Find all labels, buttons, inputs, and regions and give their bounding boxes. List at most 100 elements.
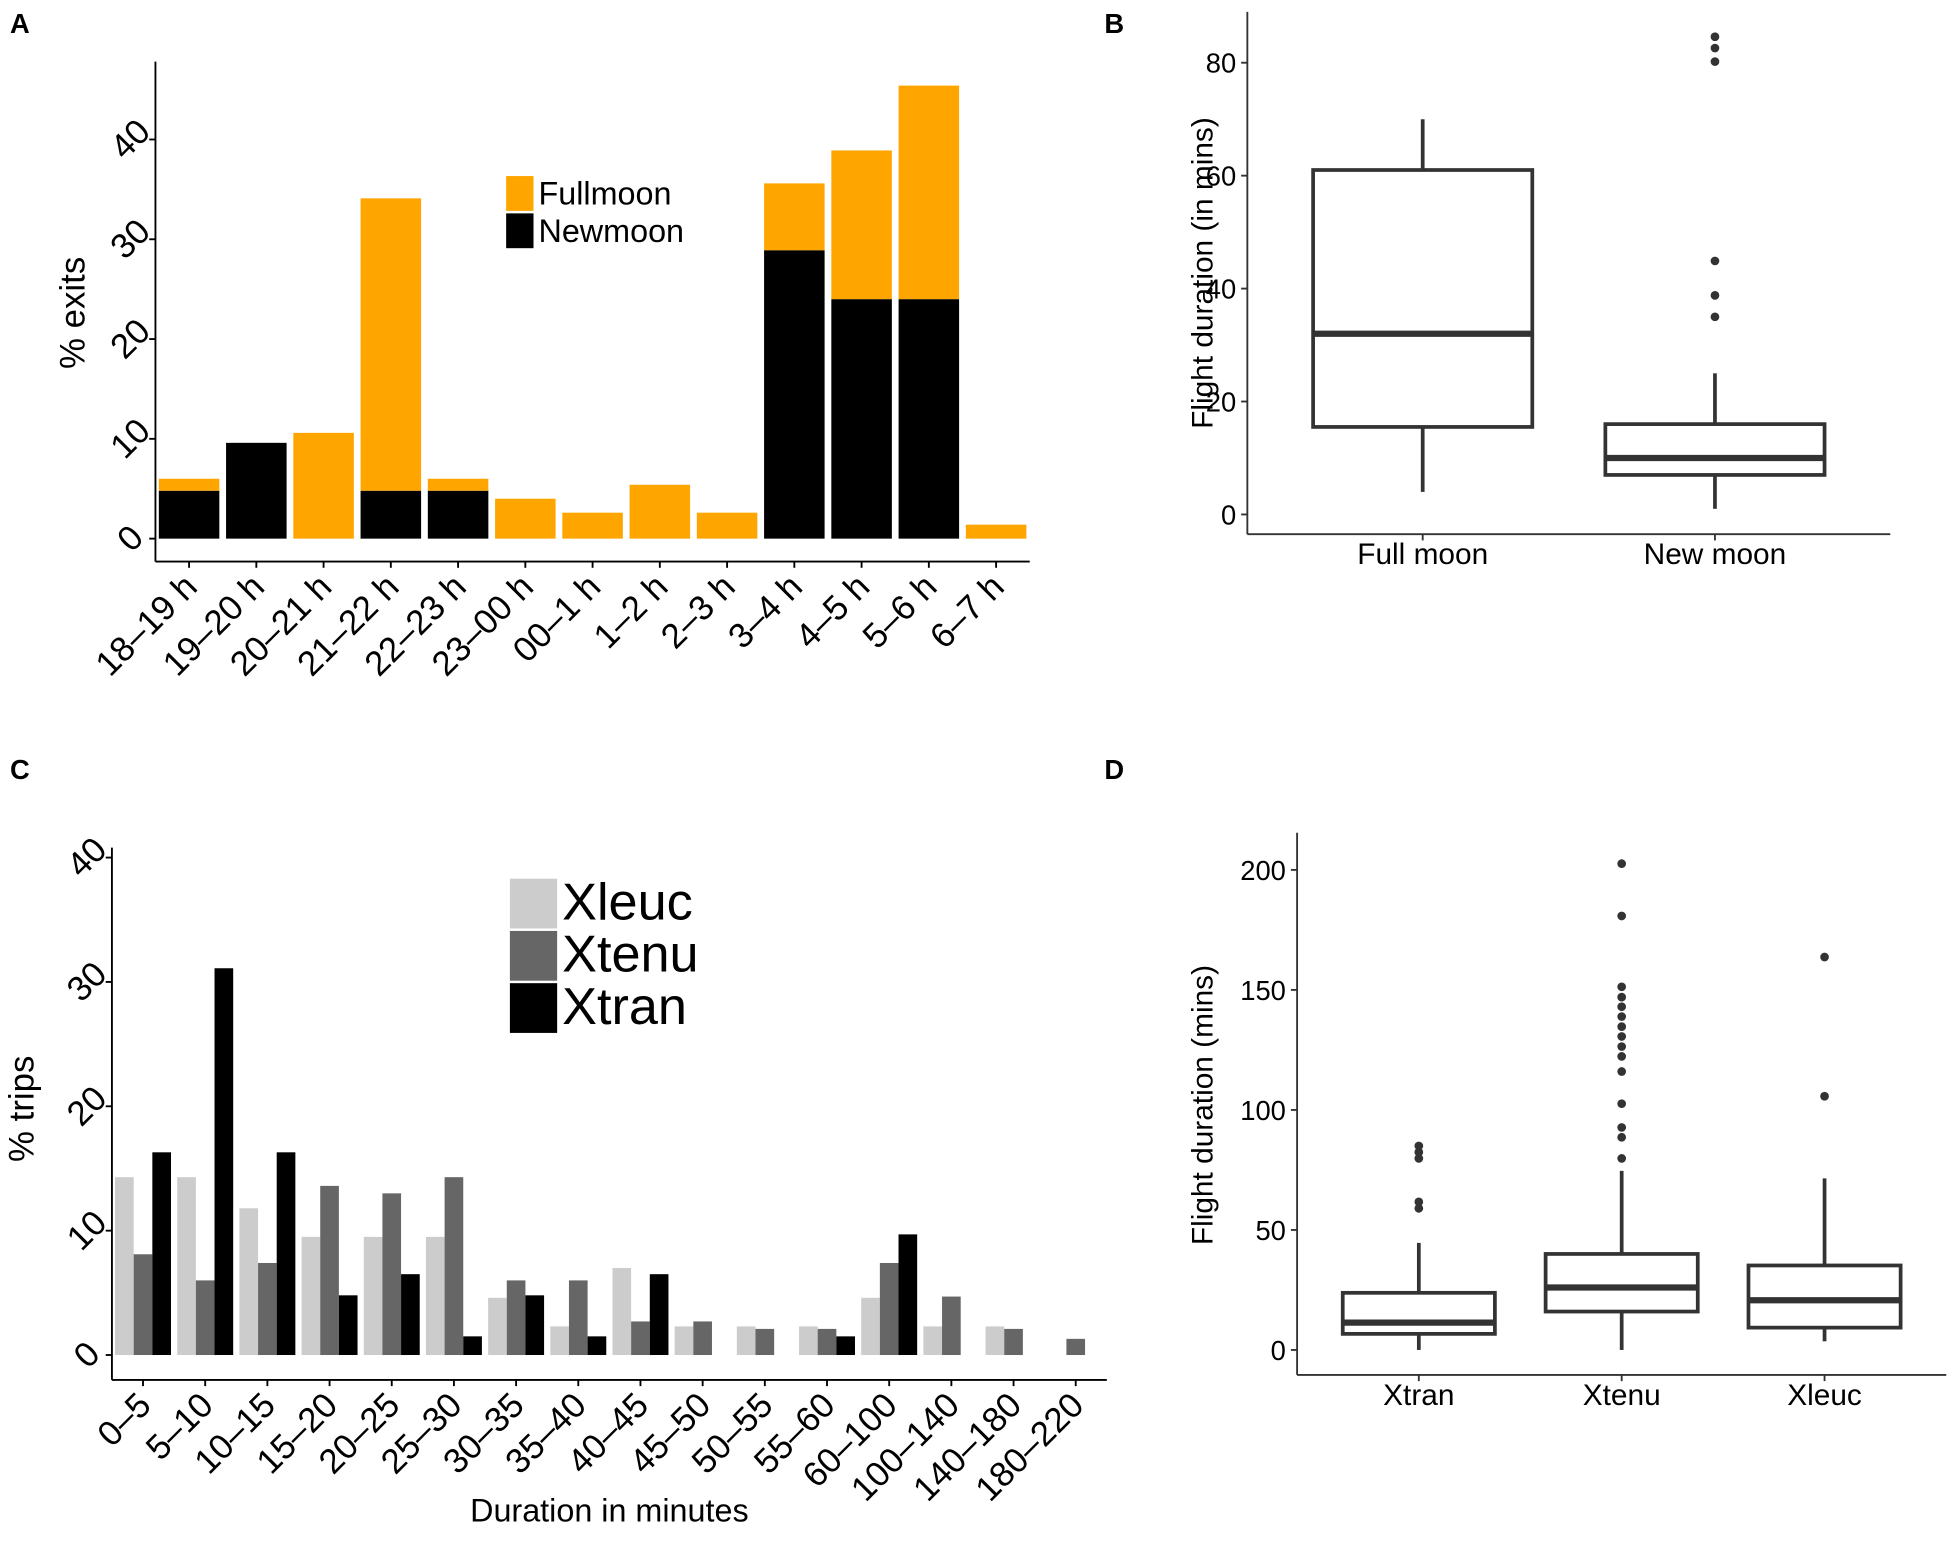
bar-segment <box>764 183 825 251</box>
bar <box>923 1326 943 1356</box>
legend-swatch <box>509 878 558 929</box>
legend-swatch <box>509 983 558 1033</box>
y-tick-label: 0 <box>66 1334 107 1375</box>
bar <box>1004 1328 1023 1356</box>
box <box>1543 1252 1700 1314</box>
bar <box>214 968 234 1356</box>
bar <box>587 1336 607 1356</box>
box <box>1746 1263 1903 1330</box>
y-tick-label: 30 <box>103 212 158 267</box>
x-tick-label: 3–4 h <box>721 567 810 656</box>
panel-label: A <box>10 8 30 39</box>
outlier <box>1617 911 1627 921</box>
outlier <box>1820 1091 1829 1101</box>
bar-segment <box>831 150 892 300</box>
outlier <box>1710 312 1720 322</box>
x-tick-label: Full moon <box>1357 538 1488 571</box>
bar <box>836 1336 855 1356</box>
panel-label: D <box>1104 754 1124 785</box>
bar <box>177 1177 196 1356</box>
y-tick-label: 20 <box>1206 386 1236 417</box>
bar-segment <box>495 498 556 539</box>
y-tick-label: 20 <box>103 311 158 366</box>
y-axis-label: Flight duration (mins) <box>1187 965 1220 1245</box>
outlier <box>1617 1052 1627 1061</box>
bar <box>879 1262 899 1356</box>
x-tick-label: Xleuc <box>1787 1379 1862 1412</box>
outlier <box>1617 1012 1627 1021</box>
bar <box>463 1336 482 1356</box>
outlier <box>1617 992 1627 1002</box>
y-tick-label: 80 <box>1206 48 1236 79</box>
outlier <box>1414 1154 1424 1163</box>
y-axis-label: Flight duration (in mins) <box>1187 117 1220 429</box>
bar-segment <box>764 250 825 539</box>
bar <box>276 1152 296 1356</box>
legend-label: Xtenu <box>562 926 698 984</box>
y-tick-label: 150 <box>1240 975 1286 1006</box>
bar <box>425 1236 445 1356</box>
bar <box>506 1280 526 1356</box>
bar <box>612 1267 632 1356</box>
bar-segment <box>158 490 220 539</box>
bar <box>755 1328 775 1356</box>
y-tick-label: 40 <box>1206 274 1236 305</box>
x-tick-label: Xtran <box>1383 1379 1454 1412</box>
outlier <box>1414 1203 1424 1213</box>
x-tick-label: 6–7 h <box>923 567 1012 656</box>
outlier <box>1710 32 1720 42</box>
outlier <box>1617 982 1627 992</box>
bar-segment <box>427 478 489 491</box>
bar-segment <box>226 442 287 539</box>
y-tick-label: 20 <box>59 1079 114 1134</box>
bar-segment <box>831 299 892 539</box>
box <box>1603 422 1827 477</box>
legend-label: Xleuc <box>562 873 693 931</box>
y-tick-label: 200 <box>1240 855 1286 886</box>
x-tick-label: New moon <box>1644 538 1787 571</box>
bar <box>152 1152 171 1356</box>
y-tick-label: 40 <box>59 830 114 885</box>
legend-label: Fullmoon <box>538 176 671 212</box>
bar <box>736 1326 756 1356</box>
legend-swatch <box>506 213 534 249</box>
y-tick-label: 10 <box>103 411 158 466</box>
outlier <box>1617 1022 1627 1031</box>
y-tick-label: 40 <box>103 112 158 167</box>
outlier <box>1414 1147 1424 1157</box>
outlier <box>1414 1197 1424 1207</box>
bar <box>258 1262 277 1356</box>
legend-swatch <box>509 930 558 981</box>
outlier <box>1617 1032 1627 1041</box>
bar <box>631 1321 650 1356</box>
outlier <box>1710 291 1720 300</box>
bar <box>898 1234 918 1356</box>
outlier <box>1617 1002 1627 1012</box>
bar <box>320 1185 339 1356</box>
bar <box>985 1326 1005 1356</box>
bar-segment <box>562 512 623 539</box>
outlier <box>1617 1154 1627 1163</box>
bar <box>861 1297 880 1356</box>
outlier <box>1820 952 1829 962</box>
panel-label: C <box>10 754 30 785</box>
bar <box>195 1280 215 1356</box>
x-tick-label: 1–2 h <box>586 567 675 656</box>
bar-segment <box>360 490 422 539</box>
bar <box>444 1177 464 1356</box>
bar <box>649 1274 669 1356</box>
bar-segment <box>965 524 1027 539</box>
x-tick-label: 2–3 h <box>654 567 743 656</box>
bar-segment <box>158 478 220 491</box>
bar <box>488 1297 507 1356</box>
bar <box>133 1254 153 1356</box>
legend-label: Newmoon <box>538 213 684 249</box>
bar <box>550 1326 569 1356</box>
y-axis-label: % exits <box>54 257 93 369</box>
panel-label: B <box>1104 8 1124 39</box>
outlier <box>1617 1067 1627 1076</box>
bar-segment <box>898 85 960 300</box>
bar-segment <box>898 299 960 539</box>
